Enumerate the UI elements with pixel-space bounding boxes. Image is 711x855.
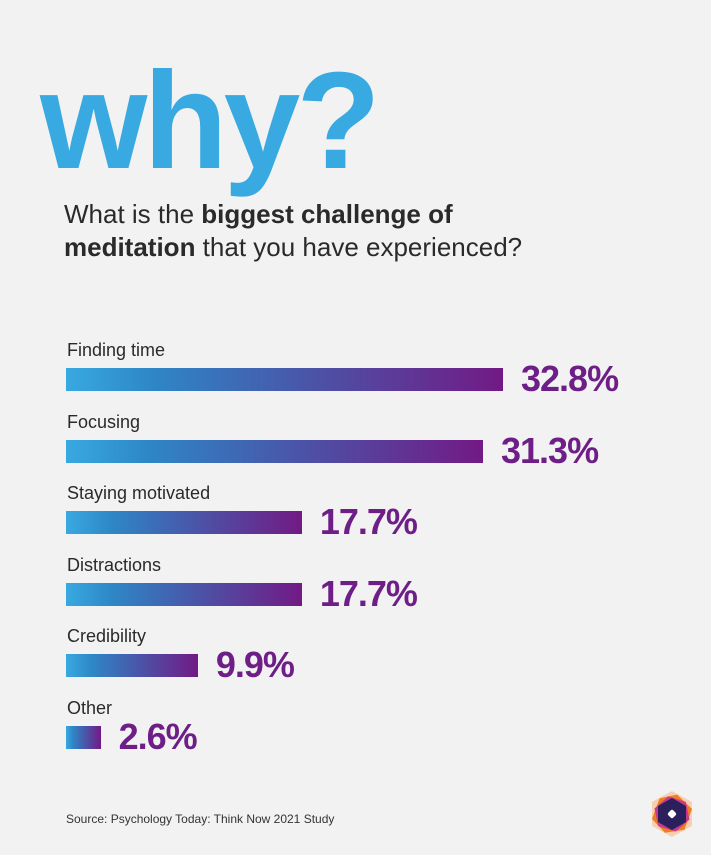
title: why? bbox=[40, 44, 381, 198]
category-label: Staying motivated bbox=[67, 483, 211, 503]
category-label: Finding time bbox=[67, 340, 166, 360]
bar bbox=[66, 511, 302, 534]
bar bbox=[66, 654, 198, 677]
value-label: 17.7% bbox=[319, 572, 418, 614]
category-label: Other bbox=[67, 697, 113, 718]
value-label: 31.3% bbox=[501, 429, 599, 471]
value-label: 9.9% bbox=[215, 644, 295, 685]
brand-logo-icon bbox=[652, 791, 692, 837]
value-label: 32.8% bbox=[521, 358, 619, 399]
bar bbox=[66, 725, 101, 749]
category-label: Focusing bbox=[67, 411, 141, 432]
subtitle-bold: meditation bbox=[64, 232, 196, 262]
category-label: Distractions bbox=[67, 554, 162, 575]
source-note: Source: Psychology Today: Think Now 2021… bbox=[66, 812, 335, 826]
bar bbox=[66, 582, 302, 606]
value-label: 17.7% bbox=[319, 501, 418, 542]
subtitle-text: What is the bbox=[64, 199, 202, 229]
category-label: Credibility bbox=[67, 626, 147, 646]
subtitle-text: that you have experienced? bbox=[195, 232, 523, 262]
bar bbox=[66, 368, 503, 391]
subtitle-bold: biggest challenge of bbox=[201, 199, 453, 229]
subtitle: What is the biggest challenge of meditati… bbox=[64, 198, 624, 264]
value-label: 2.6% bbox=[118, 715, 198, 757]
bar bbox=[66, 439, 483, 463]
